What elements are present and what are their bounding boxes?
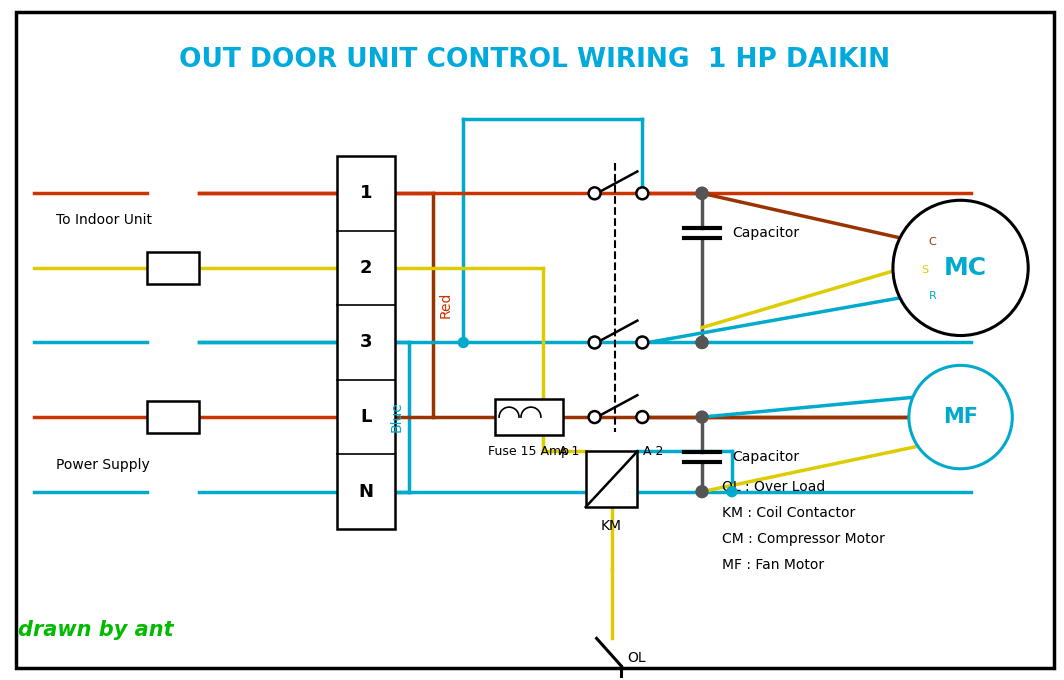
- Circle shape: [636, 337, 648, 348]
- Text: 3: 3: [360, 333, 372, 352]
- Circle shape: [636, 188, 648, 199]
- Text: Capacitor: Capacitor: [732, 450, 799, 464]
- Circle shape: [696, 486, 708, 498]
- Text: Fuse 15 Amp: Fuse 15 Amp: [488, 445, 569, 458]
- Text: OUT DOOR UNIT CONTROL WIRING  1 HP DAIKIN: OUT DOOR UNIT CONTROL WIRING 1 HP DAIKIN: [180, 46, 891, 73]
- Text: OL : Over Load: OL : Over Load: [721, 480, 826, 494]
- Circle shape: [588, 337, 600, 348]
- Text: R: R: [929, 291, 936, 301]
- Circle shape: [696, 411, 708, 423]
- Circle shape: [909, 365, 1012, 469]
- Text: MC: MC: [944, 256, 987, 280]
- Text: S: S: [921, 265, 928, 275]
- Text: 2: 2: [360, 259, 372, 277]
- Circle shape: [696, 188, 708, 199]
- Circle shape: [696, 337, 708, 348]
- Circle shape: [588, 411, 600, 423]
- Text: CM : Compressor Motor: CM : Compressor Motor: [721, 532, 885, 546]
- Text: A 2: A 2: [644, 445, 664, 458]
- Text: To Indoor Unit: To Indoor Unit: [55, 213, 151, 227]
- Circle shape: [636, 411, 648, 423]
- Bar: [147, 401, 199, 433]
- Circle shape: [727, 487, 736, 496]
- Circle shape: [588, 188, 600, 199]
- Text: drawn by ant: drawn by ant: [17, 620, 173, 641]
- Text: KM : Coil Contactor: KM : Coil Contactor: [721, 506, 855, 520]
- Circle shape: [696, 188, 708, 199]
- Text: A 1: A 1: [560, 445, 580, 458]
- Text: Power Supply: Power Supply: [55, 458, 149, 472]
- Circle shape: [893, 201, 1028, 335]
- Text: 1: 1: [360, 184, 372, 203]
- Text: C: C: [929, 237, 936, 247]
- Text: N: N: [359, 483, 373, 500]
- Text: KM: KM: [601, 519, 622, 533]
- Text: MF: MF: [943, 407, 978, 427]
- Text: Capacitor: Capacitor: [732, 226, 799, 240]
- Text: OL: OL: [628, 651, 646, 665]
- Bar: [495, 399, 563, 435]
- Text: Red: Red: [438, 292, 452, 318]
- Circle shape: [459, 337, 468, 347]
- Bar: [337, 156, 395, 529]
- Bar: [585, 452, 637, 507]
- Text: Blue: Blue: [389, 402, 403, 432]
- Bar: [147, 252, 199, 284]
- Text: L: L: [361, 408, 371, 426]
- Text: MF : Fan Motor: MF : Fan Motor: [721, 558, 824, 572]
- Circle shape: [696, 337, 708, 348]
